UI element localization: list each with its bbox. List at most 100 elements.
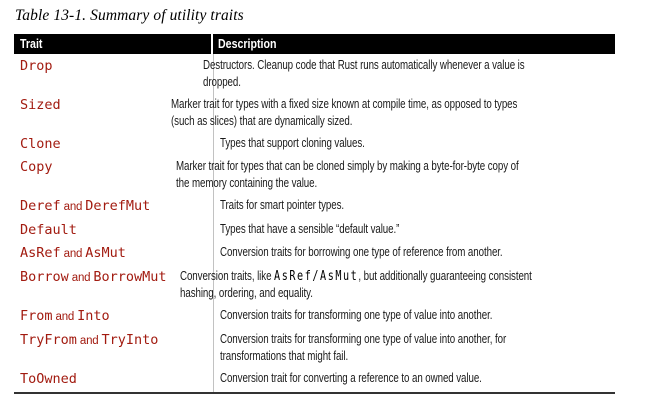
trait-code: ToOwned	[20, 371, 77, 387]
description-text: Traits for smart pointer types.	[220, 198, 345, 212]
description-cell: Conversion traits for borrowing one type…	[213, 241, 615, 265]
header-label-trait: Trait	[20, 37, 43, 51]
trait-name: Drop	[20, 57, 190, 75]
trait-cell: Deref and DerefMut	[14, 194, 213, 218]
inline-code: AsRef/AsMut	[273, 269, 358, 284]
trait-cell: Copy	[14, 155, 169, 194]
trait-cell: ToOwned	[14, 367, 213, 390]
description-line: Conversion traits for transforming one t…	[220, 331, 528, 348]
trait-code: AsRef	[20, 245, 61, 261]
description-line: Types that have a sensible “default valu…	[220, 221, 528, 238]
description-line: Conversion traits for transforming one t…	[220, 307, 528, 324]
trait-code: Clone	[20, 136, 61, 152]
trait-cell: Borrow and BorrowMut	[14, 265, 173, 304]
description-line: Traits for smart pointer types.	[220, 197, 528, 214]
description-text: dropped.	[202, 75, 241, 89]
trait-code: Copy	[20, 159, 53, 175]
description-cell: Conversion traits for transforming one t…	[213, 304, 615, 328]
description-text: Conversion traits for transforming one t…	[220, 308, 493, 322]
description-text: , but additionally guaranteeing consiste…	[357, 269, 532, 283]
trait-code: TryFrom	[20, 332, 77, 348]
and-label: and	[60, 201, 86, 213]
header-cell-description: Description	[213, 37, 615, 51]
description-text: Conversion traits for borrowing one type…	[220, 245, 503, 259]
trait-name: Default	[20, 221, 207, 239]
description-text: Conversion traits for transforming one t…	[220, 332, 507, 346]
trait-name: Borrow and BorrowMut	[20, 268, 167, 287]
description-text: Types that support cloning values.	[220, 136, 365, 150]
table-row: AsRef and AsMut Conversion traits for bor…	[14, 241, 615, 265]
trait-cell: From and Into	[14, 304, 213, 328]
description-cell: Conversion traits, like AsRef/AsMut, but…	[173, 265, 631, 304]
table-row: Borrow and BorrowMut Conversion traits, l…	[14, 265, 615, 304]
table-row: Deref and DerefMut Traits for smart point…	[14, 194, 615, 218]
trait-code: DerefMut	[85, 198, 151, 214]
description-line: dropped.	[203, 74, 525, 91]
description-cell: Types that have a sensible “default valu…	[213, 218, 615, 241]
trait-name: Sized	[20, 96, 158, 114]
description-text: Conversion trait for converting a refere…	[220, 371, 482, 385]
trait-code: From	[20, 308, 53, 324]
description-text: Destructors. Cleanup code that Rust runs…	[202, 58, 525, 72]
description-line: hashing, ordering, and equality.	[180, 285, 532, 302]
description-cell: Conversion trait for converting a refere…	[213, 367, 615, 390]
table-caption: Table 13-1. Summary of utility traits	[15, 7, 244, 24]
description-line: Types that support cloning values.	[220, 135, 528, 152]
table-row: TryFrom and TryInto Conversion traits for…	[14, 328, 615, 367]
trait-code: Drop	[20, 58, 53, 74]
trait-code: BorrowMut	[93, 269, 167, 285]
table-row: Clone Types that support cloning values.	[14, 132, 615, 155]
trait-code: TryInto	[101, 332, 159, 348]
header-cell-trait: Trait	[14, 34, 213, 54]
description-cell: Marker trait for types that can be clone…	[169, 155, 615, 194]
trait-code: AsMut	[85, 245, 126, 261]
description-text: Marker trait for types that can be clone…	[175, 159, 519, 173]
table-row: Sized Marker trait for types with a fixed…	[14, 93, 615, 132]
trait-code: Deref	[20, 198, 61, 214]
description-line: Marker trait for types that can be clone…	[176, 158, 519, 175]
description-line: Conversion trait for converting a refere…	[220, 370, 528, 387]
table-body: Drop Destructors. Cleanup code that Rust …	[14, 54, 615, 394]
description-text: transformations that might fail.	[220, 349, 349, 363]
book-page: Table 13-1. Summary of utility traits Tr…	[0, 7, 652, 402]
trait-cell: TryFrom and TryInto	[14, 328, 213, 367]
table-row: Copy Marker trait for types that can be c…	[14, 155, 615, 194]
trait-name: From and Into	[20, 307, 207, 326]
trait-code: Into	[77, 308, 110, 324]
trait-cell: Drop	[14, 54, 196, 93]
trait-code: Sized	[20, 97, 61, 113]
header-label-description: Description	[218, 37, 277, 51]
description-cell: Marker trait for types with a fixed size…	[164, 93, 615, 132]
table-row: ToOwned Conversion trait for converting a…	[14, 367, 615, 390]
and-label: and	[52, 311, 78, 323]
description-line: Conversion traits for borrowing one type…	[220, 244, 528, 261]
trait-name: Copy	[20, 158, 163, 176]
utility-traits-table: Trait Description Drop Destructors. Clean…	[14, 34, 615, 394]
description-cell: Destructors. Cleanup code that Rust runs…	[196, 54, 615, 93]
trait-code: Default	[20, 222, 77, 238]
and-label: and	[68, 272, 94, 284]
column-divider	[213, 54, 214, 392]
trait-name: Clone	[20, 135, 207, 153]
description-line: (such as slices) that are dynamically si…	[171, 113, 517, 130]
description-line: the memory containing the value.	[176, 175, 519, 192]
trait-name: Deref and DerefMut	[20, 197, 207, 216]
trait-cell: Default	[14, 218, 213, 241]
description-text: Marker trait for types with a fixed size…	[171, 97, 518, 111]
description-cell: Types that support cloning values.	[213, 132, 615, 155]
description-text: the memory containing the value.	[175, 176, 317, 190]
description-line: Conversion traits, like AsRef/AsMut, but…	[180, 268, 532, 285]
description-cell: Conversion traits for transforming one t…	[213, 328, 615, 367]
description-line: Marker trait for types with a fixed size…	[171, 96, 517, 113]
table-row: Drop Destructors. Cleanup code that Rust …	[14, 54, 615, 93]
description-cell: Traits for smart pointer types.	[213, 194, 615, 218]
trait-cell: Clone	[14, 132, 213, 155]
trait-cell: AsRef and AsMut	[14, 241, 213, 265]
table-header-row: Trait Description	[14, 34, 615, 54]
table-row: From and Into Conversion traits for trans…	[14, 304, 615, 328]
description-line: transformations that might fail.	[220, 348, 528, 365]
trait-code: Borrow	[20, 269, 69, 285]
and-label: and	[60, 248, 86, 260]
description-text: Types that have a sensible “default valu…	[220, 222, 400, 236]
description-text: Conversion traits, like	[179, 269, 274, 283]
